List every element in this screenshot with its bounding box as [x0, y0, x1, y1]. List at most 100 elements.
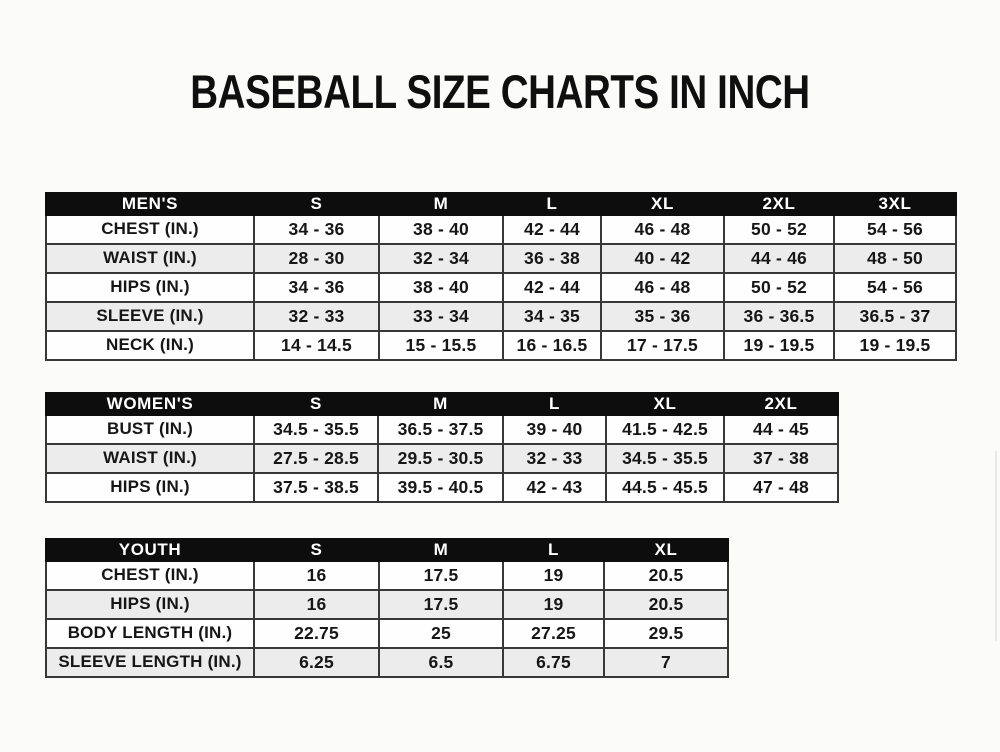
- row-label-cell: HIPS (IN.): [45, 271, 255, 303]
- mens-measurement-row: SLEEVE (IN.) 32 - 33 33 - 34 34 - 35 35 - 36…: [45, 300, 957, 332]
- youth-measurement-row: HIPS (IN.) 16 17.5 19 20.5: [45, 588, 729, 620]
- size-value-cell: 54 - 56: [833, 271, 957, 303]
- womens-measurement-row: WAIST (IN.) 27.5 - 28.5 29.5 - 30.5 32 - 33…: [45, 442, 839, 474]
- row-label-cell: WAIST (IN.): [45, 242, 255, 274]
- size-value-cell: 16: [253, 588, 380, 620]
- size-value-cell: 34.5 - 35.5: [253, 413, 379, 445]
- size-value-cell: 32 - 33: [502, 442, 607, 474]
- youth-measurement-row: BODY LENGTH (IN.) 22.75 25 27.25 29.5: [45, 617, 729, 649]
- row-label-cell: HIPS (IN.): [45, 588, 255, 620]
- size-value-cell: 40 - 42: [600, 242, 725, 274]
- womens-size-table: WOMEN'S S M L XL 2XL BUST (IN.) 34.5 - 35.5 36.5…: [45, 391, 839, 503]
- size-value-cell: 54 - 56: [833, 213, 957, 245]
- womens-measurement-row: HIPS (IN.) 37.5 - 38.5 39.5 - 40.5 42 - 43 4…: [45, 471, 839, 503]
- scan-artifact-right-edge: [995, 451, 997, 641]
- youth-measurement-row: CHEST (IN.) 16 17.5 19 20.5: [45, 559, 729, 591]
- youth-table-title: YOUTH: [45, 537, 255, 562]
- size-value-cell: 6.5: [378, 646, 504, 678]
- size-chart-page: BASEBALL SIZE CHARTS IN INCH MEN'S S M L XL 2…: [0, 66, 1000, 752]
- size-value-cell: 22.75: [253, 617, 380, 649]
- size-value-cell: 29.5 - 30.5: [377, 442, 504, 474]
- size-tables-container: MEN'S S M L XL 2XL 3XL CHEST (IN.) 34 - 36 38 - 4…: [45, 191, 1000, 678]
- size-value-cell: 17.5: [378, 588, 504, 620]
- womens-measurement-row: BUST (IN.) 34.5 - 35.5 36.5 - 37.5 39 - 40 4…: [45, 413, 839, 445]
- size-value-cell: 19: [502, 559, 605, 591]
- womens-size-column-header: 2XL: [723, 391, 839, 416]
- mens-measurement-row: WAIST (IN.) 28 - 30 32 - 34 36 - 38 40 - 42 4…: [45, 242, 957, 274]
- mens-size-column-header: S: [253, 191, 380, 216]
- youth-size-column-header: L: [502, 537, 605, 562]
- size-value-cell: 39 - 40: [502, 413, 607, 445]
- size-value-cell: 20.5: [603, 588, 729, 620]
- size-value-cell: 44.5 - 45.5: [605, 471, 725, 503]
- mens-size-column-header: M: [378, 191, 504, 216]
- row-label-cell: NECK (IN.): [45, 329, 255, 361]
- size-value-cell: 28 - 30: [253, 242, 380, 274]
- row-label-cell: BUST (IN.): [45, 413, 255, 445]
- size-value-cell: 34 - 35: [502, 300, 602, 332]
- size-value-cell: 19 - 19.5: [723, 329, 835, 361]
- size-value-cell: 6.75: [502, 646, 605, 678]
- size-value-cell: 14 - 14.5: [253, 329, 380, 361]
- womens-size-column-header: M: [377, 391, 504, 416]
- size-value-cell: 50 - 52: [723, 271, 835, 303]
- womens-size-column-header: L: [502, 391, 607, 416]
- size-value-cell: 32 - 34: [378, 242, 504, 274]
- size-value-cell: 37.5 - 38.5: [253, 471, 379, 503]
- mens-measurement-row: HIPS (IN.) 34 - 36 38 - 40 42 - 44 46 - 48 50…: [45, 271, 957, 303]
- mens-table-title: MEN'S: [45, 191, 255, 216]
- size-value-cell: 7: [603, 646, 729, 678]
- size-value-cell: 42 - 44: [502, 271, 602, 303]
- row-label-cell: HIPS (IN.): [45, 471, 255, 503]
- size-value-cell: 38 - 40: [378, 213, 504, 245]
- size-value-cell: 27.25: [502, 617, 605, 649]
- row-label-cell: BODY LENGTH (IN.): [45, 617, 255, 649]
- size-value-cell: 16 - 16.5: [502, 329, 602, 361]
- size-value-cell: 19 - 19.5: [833, 329, 957, 361]
- row-label-cell: SLEEVE (IN.): [45, 300, 255, 332]
- size-value-cell: 34 - 36: [253, 271, 380, 303]
- size-value-cell: 34.5 - 35.5: [605, 442, 725, 474]
- size-value-cell: 36.5 - 37.5: [377, 413, 504, 445]
- size-value-cell: 47 - 48: [723, 471, 839, 503]
- size-value-cell: 44 - 45: [723, 413, 839, 445]
- row-label-cell: CHEST (IN.): [45, 213, 255, 245]
- size-value-cell: 29.5: [603, 617, 729, 649]
- size-value-cell: 36.5 - 37: [833, 300, 957, 332]
- womens-table-title: WOMEN'S: [45, 391, 255, 416]
- size-value-cell: 46 - 48: [600, 213, 725, 245]
- youth-size-column-header: XL: [603, 537, 729, 562]
- youth-measurement-row: SLEEVE LENGTH (IN.) 6.25 6.5 6.75 7: [45, 646, 729, 678]
- size-value-cell: 36 - 36.5: [723, 300, 835, 332]
- size-value-cell: 48 - 50: [833, 242, 957, 274]
- row-label-cell: CHEST (IN.): [45, 559, 255, 591]
- size-value-cell: 27.5 - 28.5: [253, 442, 379, 474]
- size-value-cell: 41.5 - 42.5: [605, 413, 725, 445]
- mens-size-column-header: 2XL: [723, 191, 835, 216]
- youth-size-table: YOUTH S M L XL CHEST (IN.) 16 17.5 19 20.5 HIPS (I…: [45, 537, 729, 678]
- mens-size-column-header: XL: [600, 191, 725, 216]
- mens-size-table: MEN'S S M L XL 2XL 3XL CHEST (IN.) 34 - 36 38 - 4…: [45, 191, 957, 361]
- youth-size-column-header: S: [253, 537, 380, 562]
- size-value-cell: 38 - 40: [378, 271, 504, 303]
- row-label-cell: WAIST (IN.): [45, 442, 255, 474]
- size-value-cell: 6.25: [253, 646, 380, 678]
- womens-header-row: WOMEN'S S M L XL 2XL: [45, 391, 839, 416]
- youth-header-row: YOUTH S M L XL: [45, 537, 729, 562]
- size-value-cell: 33 - 34: [378, 300, 504, 332]
- page-title: BASEBALL SIZE CHARTS IN INCH: [190, 65, 810, 118]
- size-value-cell: 17 - 17.5: [600, 329, 725, 361]
- size-value-cell: 15 - 15.5: [378, 329, 504, 361]
- size-value-cell: 42 - 44: [502, 213, 602, 245]
- womens-size-column-header: S: [253, 391, 379, 416]
- womens-size-column-header: XL: [605, 391, 725, 416]
- mens-measurement-row: NECK (IN.) 14 - 14.5 15 - 15.5 16 - 16.5 17 …: [45, 329, 957, 361]
- mens-size-column-header: L: [502, 191, 602, 216]
- size-value-cell: 25: [378, 617, 504, 649]
- mens-header-row: MEN'S S M L XL 2XL 3XL: [45, 191, 957, 216]
- size-value-cell: 17.5: [378, 559, 504, 591]
- size-value-cell: 50 - 52: [723, 213, 835, 245]
- row-label-cell: SLEEVE LENGTH (IN.): [45, 646, 255, 678]
- size-value-cell: 42 - 43: [502, 471, 607, 503]
- size-value-cell: 46 - 48: [600, 271, 725, 303]
